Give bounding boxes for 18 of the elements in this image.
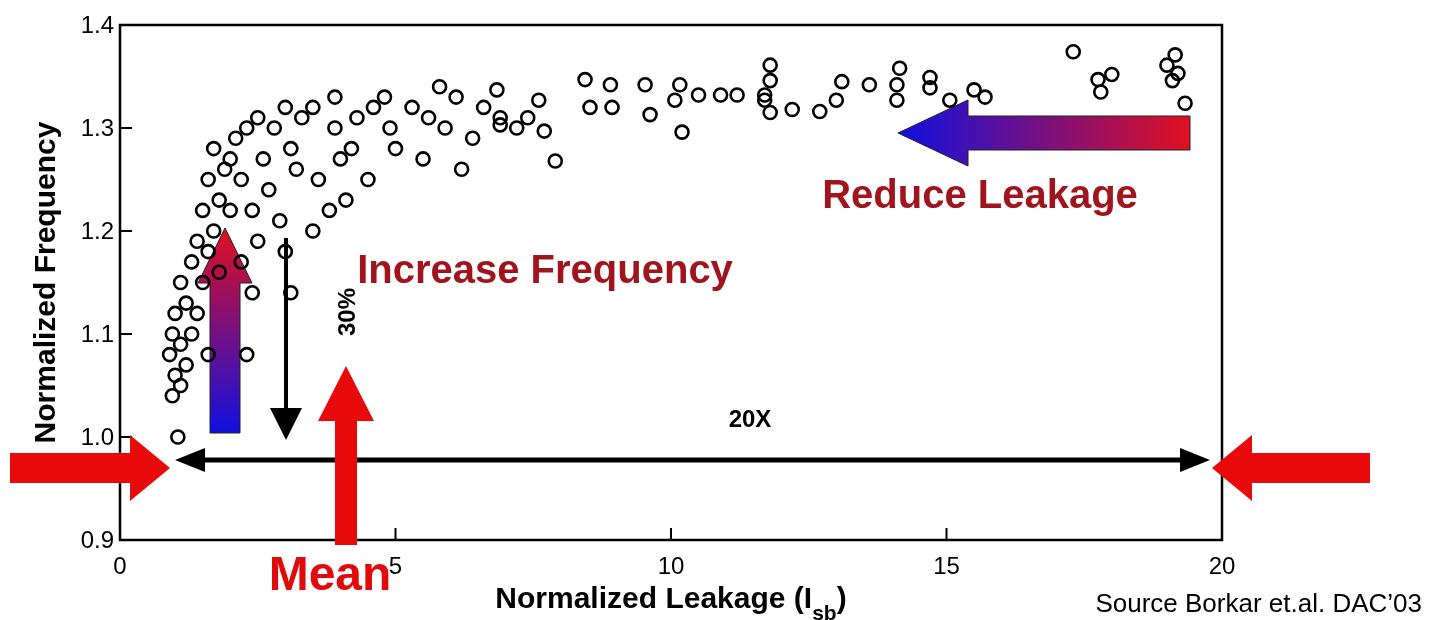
source-note: Source Borkar et.al. DAC’03: [1095, 588, 1422, 618]
x-tick-label: 5: [388, 552, 403, 579]
y-tick-label: 0.9: [80, 526, 114, 554]
x-tick-label: 20: [1208, 552, 1236, 579]
y-tick-label: 1.3: [80, 114, 114, 142]
annotation: Increase Frequency: [357, 247, 734, 291]
annotation: Reduce Leakage: [822, 172, 1138, 216]
y-tick-label: 1.0: [80, 423, 114, 451]
annotation: 30%: [333, 287, 360, 337]
y-tick-label: 1.4: [80, 11, 114, 39]
y-tick-label: 1.2: [80, 217, 114, 245]
x-tick-label: 0: [113, 552, 127, 579]
x-tick-label: 10: [657, 552, 685, 579]
x-tick-label: 15: [933, 552, 960, 579]
annotation: 20X: [728, 405, 772, 432]
y-axis-title: Normalized Frequency: [28, 121, 61, 444]
x-axis-title: Normalized Leakage (I$_{sb}$): [495, 581, 847, 620]
y-tick-label: 1.1: [80, 320, 114, 348]
